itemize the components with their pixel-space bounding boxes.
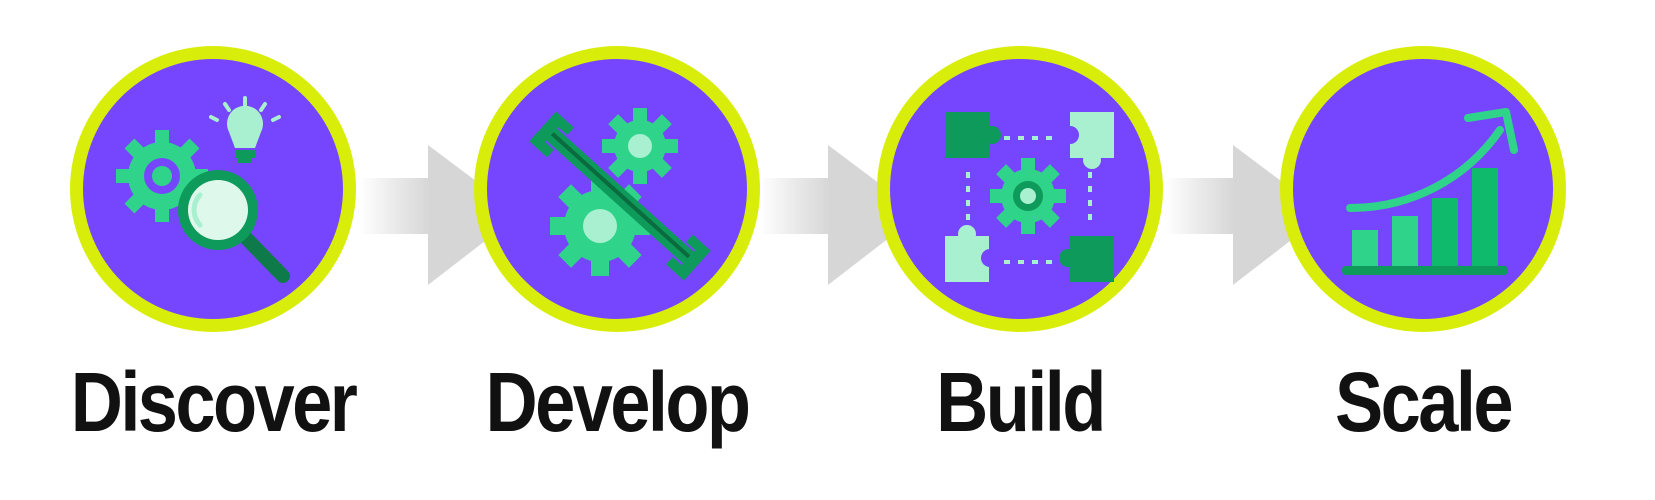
connector-arrow-3 (1165, 145, 1325, 285)
magnifier-gears-bulb-icon (116, 96, 290, 283)
step-label-build: Build (936, 355, 1106, 449)
step-label-scale: Scale (1335, 355, 1513, 449)
step-label-discover: Discover (70, 355, 358, 449)
step-label-develop: Develop (485, 355, 752, 449)
growth-bar-chart-icon (1342, 108, 1518, 275)
connector-arrow-2 (760, 145, 920, 285)
puzzle-gear-icon (945, 112, 1114, 282)
connector-arrow-1 (360, 145, 520, 285)
